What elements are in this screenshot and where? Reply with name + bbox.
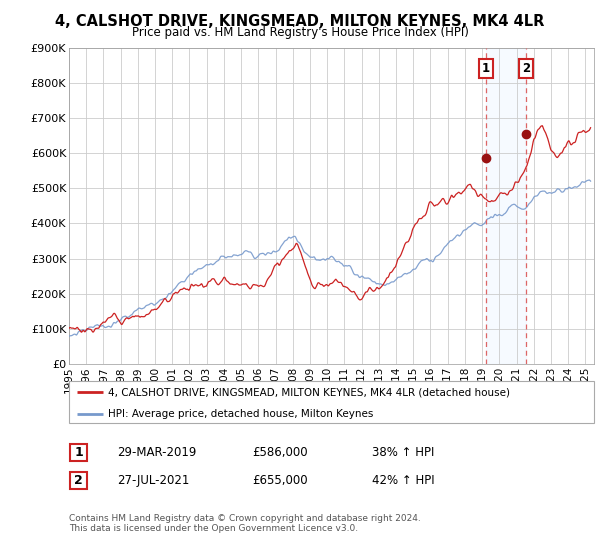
Text: 42% ↑ HPI: 42% ↑ HPI <box>372 474 434 487</box>
Text: 4, CALSHOT DRIVE, KINGSMEAD, MILTON KEYNES, MK4 4LR (detached house): 4, CALSHOT DRIVE, KINGSMEAD, MILTON KEYN… <box>109 387 511 397</box>
Text: Price paid vs. HM Land Registry's House Price Index (HPI): Price paid vs. HM Land Registry's House … <box>131 26 469 39</box>
Bar <box>486 48 526 364</box>
Text: 27-JUL-2021: 27-JUL-2021 <box>117 474 190 487</box>
FancyBboxPatch shape <box>69 381 594 423</box>
Text: HPI: Average price, detached house, Milton Keynes: HPI: Average price, detached house, Milt… <box>109 409 374 418</box>
Text: 2: 2 <box>74 474 83 487</box>
Text: Contains HM Land Registry data © Crown copyright and database right 2024.
This d: Contains HM Land Registry data © Crown c… <box>69 514 421 534</box>
Text: 1: 1 <box>74 446 83 459</box>
FancyBboxPatch shape <box>70 445 87 460</box>
Text: 2: 2 <box>522 62 530 75</box>
Text: 38% ↑ HPI: 38% ↑ HPI <box>372 446 434 459</box>
Text: £586,000: £586,000 <box>252 446 308 459</box>
FancyBboxPatch shape <box>70 473 87 488</box>
Text: 4, CALSHOT DRIVE, KINGSMEAD, MILTON KEYNES, MK4 4LR: 4, CALSHOT DRIVE, KINGSMEAD, MILTON KEYN… <box>55 14 545 29</box>
Text: 1: 1 <box>482 62 490 75</box>
Text: 29-MAR-2019: 29-MAR-2019 <box>117 446 196 459</box>
Text: £655,000: £655,000 <box>252 474 308 487</box>
